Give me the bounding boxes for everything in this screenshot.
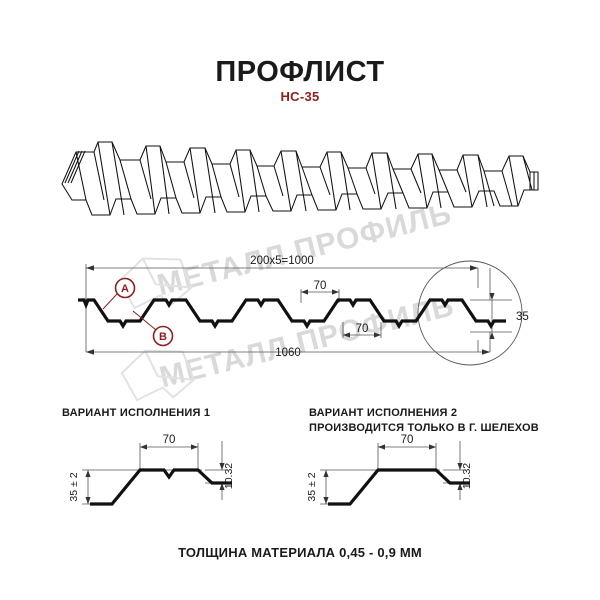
variant-1-dim-width: 70: [163, 434, 176, 446]
dim-top-overall: 200x5=1000: [250, 255, 314, 267]
balloon-a: A: [102, 277, 136, 310]
page-title: ПРОФЛИСТ: [215, 56, 385, 88]
balloon-b-label: B: [159, 331, 167, 343]
dim-valley-width: 70: [356, 323, 369, 335]
balloon-b: B: [132, 310, 174, 347]
variant-2-dimension-lines: [320, 441, 466, 505]
dimension-arrows: [86, 265, 495, 355]
corrugated-sheet-3d: [61, 141, 539, 216]
variant-2-heading: ВАРИАНТ ИСПОЛНЕНИЯ 2 ПРОИЗВОДИТСЯ ТОЛЬКО…: [309, 406, 539, 436]
material-thickness-note: ТОЛЩИНА МАТЕРИАЛА 0,45 - 0,9 ММ: [178, 545, 422, 560]
balloon-a-label: A: [121, 283, 129, 295]
variant-1-dim-height: 35 ± 2: [68, 472, 80, 501]
variant-2-profile: [328, 468, 470, 506]
variant-2-dim-height: 35 ± 2: [306, 472, 318, 501]
balloon-group: A B: [102, 277, 174, 347]
variant-1-dim-flange: 10.32: [223, 463, 235, 489]
watermark-logo-bottom: [120, 349, 195, 402]
variant-1-heading: ВАРИАНТ ИСПОЛНЕНИЯ 1: [62, 406, 210, 421]
variant-1-arrows: [85, 444, 225, 504]
dim-bottom-overall: 1060: [275, 347, 301, 359]
watermark-logo-top: [118, 257, 193, 310]
model-subtitle: НС-35: [280, 89, 320, 104]
variant-2-arrows: [323, 444, 463, 504]
variant-1-profile: [90, 468, 232, 506]
detail-view-circle: [417, 260, 523, 366]
dim-crest-width: 70: [314, 280, 327, 292]
variant-1-heading-line-1: ВАРИАНТ ИСПОЛНЕНИЯ 1: [62, 407, 211, 419]
variant-2-heading-line-2: ПРОИЗВОДИТСЯ ТОЛЬКО В Г. ШЕЛЕХОВ: [309, 422, 539, 434]
dim-height: 35: [516, 311, 529, 323]
variant-2-dim-flange: 10.32: [461, 463, 473, 489]
variant-2-dim-width: 70: [401, 434, 414, 446]
profile-polyline: [78, 298, 506, 330]
variant-2-heading-line-1: ВАРИАНТ ИСПОЛНЕНИЯ 2: [309, 407, 458, 419]
dimension-lines: [85, 264, 512, 353]
